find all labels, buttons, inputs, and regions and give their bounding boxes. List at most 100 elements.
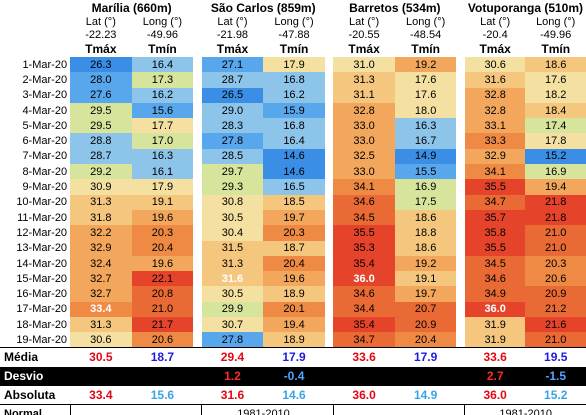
column-gap [193, 286, 202, 302]
date-cell: 17-Mar-20 [16, 303, 68, 316]
column-gap [456, 255, 465, 272]
column-gap [324, 194, 334, 210]
tmin-cell: 18.9 [263, 286, 325, 302]
tmin-cell: 16.8 [263, 118, 325, 134]
tmin-cell: 20.4 [263, 255, 325, 272]
tmin-cell: 18.6 [525, 57, 586, 73]
tmax-header: Tmáx [479, 42, 511, 56]
desvio-row-value [70, 366, 132, 386]
tmax-cell: 31.3 [70, 317, 132, 333]
absoluta-row-value: 36.0 [483, 387, 507, 402]
tmax-cell: 35.5 [464, 179, 526, 195]
media-row-value: 18.7 [131, 347, 194, 367]
column-gap [193, 179, 202, 195]
tmin-cell: 15.2 [525, 148, 586, 165]
tmin-cell: 17.0 [131, 133, 194, 149]
tmin-header: Tmín [148, 42, 177, 56]
column-gap [456, 332, 465, 348]
tmax-cell: 27.1 [201, 57, 264, 73]
tmax-cell: 28.3 [201, 118, 264, 134]
column-header-row: Tmáx Tmín Tmáx Tmín Tmáx Tmín Tmáx Tmín [0, 41, 586, 57]
tmax-cell: 27.8 [201, 332, 264, 348]
tmin-cell: 19.1 [394, 271, 457, 287]
tmin-cell: 21.0 [525, 225, 586, 241]
tmax-cell: 35.8 [464, 225, 526, 241]
column-gap [456, 271, 465, 287]
column-gap [193, 240, 202, 256]
date-cell: 6-Mar-20 [22, 135, 68, 148]
tmin-cell: 17.9 [263, 57, 325, 73]
column-gap [324, 271, 334, 287]
tmax-cell: 35.5 [464, 240, 526, 256]
lat-value: -20.55 [348, 28, 380, 41]
normal-period: 1981-2010 [464, 404, 586, 415]
tmax-cell: 32.7 [70, 271, 132, 287]
lat-value: -20.4 [482, 28, 508, 41]
tmin-cell: 20.7 [394, 301, 457, 318]
media-row-value: 29.4 [201, 347, 264, 367]
tmin-cell: 18.8 [394, 225, 457, 241]
media-row-value: 19.5 [525, 347, 586, 367]
column-gap [456, 118, 465, 134]
column-gap [324, 133, 334, 149]
tmin-cell: 15.6 [131, 102, 194, 119]
column-gap [193, 87, 202, 103]
column-gap [193, 317, 202, 333]
absoluta-row: Absoluta 33.4 15.6 31.6 14.6 36.0 14.9 36.0 15.2 [0, 385, 586, 405]
tmin-cell: 16.3 [394, 118, 457, 134]
normal-row: Normal 1981-2010 1981-2010 [0, 404, 586, 415]
table-row: 9-Mar-20 30.9 17.9 29.3 16.5 34.1 16.9 35.5 19.4 [0, 179, 586, 195]
column-gap [193, 255, 202, 272]
column-gap [193, 102, 202, 119]
absoluta-row-label: Absoluta [4, 387, 56, 402]
lat-label: Lat (°) [217, 15, 248, 28]
column-gap [456, 194, 465, 210]
column-gap [193, 209, 202, 226]
desvio-row-value: 2.7 [464, 366, 526, 386]
tmax-cell: 31.6 [201, 271, 264, 287]
media-row-value: 33.6 [333, 347, 395, 367]
tmin-cell: 20.8 [131, 286, 194, 302]
tmax-cell: 28.8 [70, 133, 132, 149]
column-gap [324, 118, 334, 134]
tmax-header: Tmáx [85, 42, 117, 56]
column-gap [324, 366, 334, 386]
tmin-cell: 18.7 [263, 240, 325, 256]
long-value: -48.54 [410, 28, 442, 41]
tmax-cell: 36.0 [464, 301, 526, 318]
tmin-cell: 20.9 [394, 317, 457, 333]
column-gap [193, 148, 202, 165]
table-row: 1-Mar-20 26.3 16.4 27.1 17.9 31.0 19.2 30.6 18.6 [0, 57, 586, 73]
tmin-cell: 21.0 [525, 240, 586, 256]
column-gap [324, 332, 334, 348]
tmax-cell: 31.8 [70, 209, 132, 226]
column-gap [456, 286, 465, 302]
tmax-cell: 29.5 [70, 102, 132, 119]
table-row: 14-Mar-20 32.4 19.6 31.3 20.4 35.4 19.2 34.5 20.… [0, 255, 586, 272]
table-row: 5-Mar-20 29.5 17.7 28.3 16.8 33.0 16.3 33.1 17.4 [0, 118, 586, 134]
tmin-cell: 16.5 [263, 179, 325, 195]
tmax-cell: 31.0 [333, 57, 395, 73]
absoluta-row-value: 36.0 [352, 387, 376, 402]
table-row: 18-Mar-20 31.3 21.7 30.7 19.4 35.4 20.9 31.9 21.… [0, 317, 586, 333]
column-gap [324, 209, 334, 226]
tmax-cell: 34.5 [333, 209, 395, 226]
tmin-cell: 16.2 [263, 87, 325, 103]
tmax-header: Tmáx [348, 42, 380, 56]
tmax-cell: 31.6 [464, 72, 526, 88]
tmin-cell: 19.6 [131, 255, 194, 272]
tmin-cell: 20.4 [131, 240, 194, 256]
column-gap [456, 225, 465, 241]
lat-value: -21.98 [216, 28, 249, 41]
tmin-cell: 20.3 [131, 225, 194, 241]
tmin-cell: 17.6 [525, 72, 586, 88]
table-row: 19-Mar-20 30.6 20.6 27.8 18.9 34.7 20.4 31.9 21.… [0, 332, 586, 348]
tmax-cell: 29.9 [201, 301, 264, 318]
tmax-cell: 32.8 [464, 87, 526, 103]
tmin-cell: 14.6 [263, 164, 325, 180]
tmin-cell: 17.7 [131, 118, 194, 134]
table-row: 4-Mar-20 29.5 15.6 29.0 15.9 32.8 18.0 32.8 18.4 [0, 102, 586, 119]
lat-value: -22.23 [85, 28, 117, 41]
table-row: 7-Mar-20 28.7 16.3 28.5 14.6 32.5 14.9 32.9 15.2 [0, 148, 586, 165]
long-label: Long (°) [142, 15, 183, 28]
